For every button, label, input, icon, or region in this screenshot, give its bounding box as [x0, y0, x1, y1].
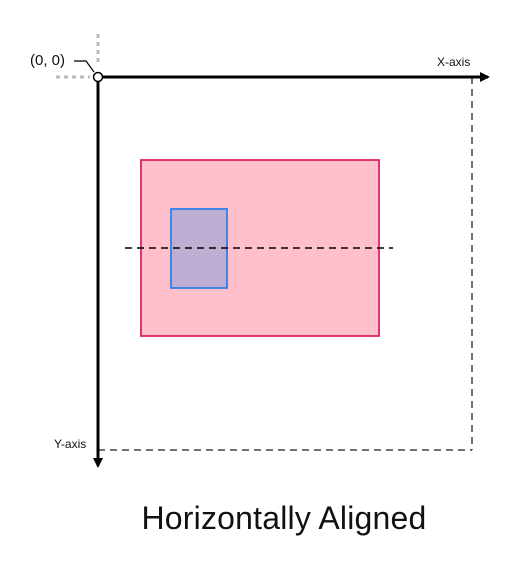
diagram-caption: Horizontally Aligned — [141, 500, 427, 536]
origin-point — [92, 71, 104, 83]
y-axis-label: Y-axis — [54, 437, 86, 451]
x-axis-label: X-axis — [437, 55, 470, 69]
origin-label: (0, 0) — [30, 52, 65, 69]
origin-leader-line — [74, 60, 95, 73]
